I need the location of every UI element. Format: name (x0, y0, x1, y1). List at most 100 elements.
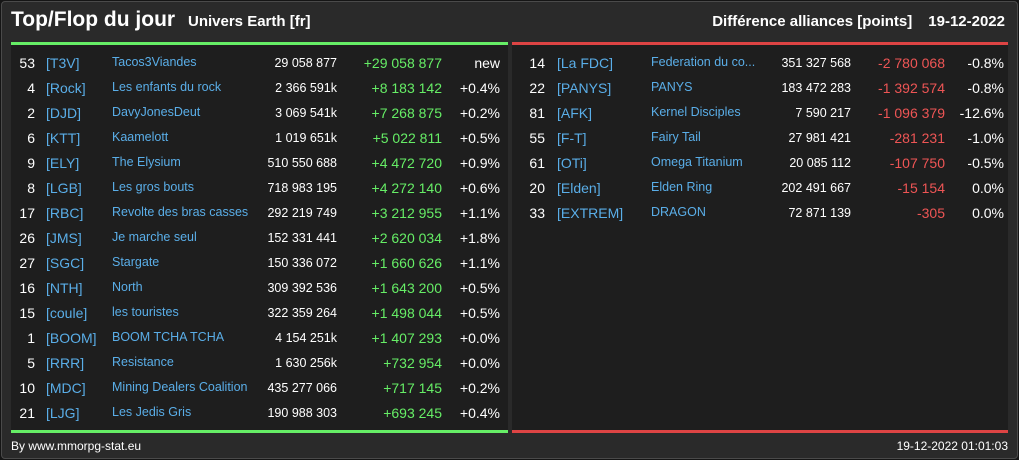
rank-cell: 53 (19, 55, 35, 71)
points-delta-cell: -305 (916, 205, 945, 221)
top-gainers-panel: 53 [T3V] Tacos3Viandes 29 058 877 +29 058 87… (11, 42, 508, 433)
percent-change-cell: -0.5% (967, 155, 1004, 171)
alliance-tag-link[interactable]: [KTT] (46, 130, 81, 146)
rank-cell: 10 (19, 380, 35, 396)
percent-change-cell: -0.8% (967, 80, 1004, 96)
percent-change-cell: +1.8% (459, 230, 500, 246)
alliance-tag-link[interactable]: [RRR] (46, 355, 85, 371)
alliance-row: 61 [OTi] Omega Titanium 20 085 112 -107 750-… (512, 151, 1008, 176)
alliance-tag-link[interactable]: [coule] (46, 305, 88, 321)
alliance-row: 17 [RBC] Revolte des bras casses 292 219 74… (11, 201, 508, 226)
rank-cell: 81 (529, 105, 545, 121)
points-delta-cell: +5 022 811 (372, 130, 442, 146)
top-losers-panel: 14 [La FDC] Federation du co... 351 327 568… (512, 42, 1008, 433)
alliance-tag-link[interactable]: [OTi] (557, 155, 587, 171)
percent-change-cell: +0.0% (459, 355, 500, 371)
alliance-row: 1 [BOOM] BOOM TCHA TCHA 4 154 251k +1 407 29… (11, 326, 508, 351)
alliance-tag-link[interactable]: [Rock] (46, 80, 86, 96)
total-points-cell: 322 359 264 (267, 306, 337, 320)
total-points-cell: 72 871 139 (788, 206, 851, 220)
universe-label: Univers Earth [fr] (188, 13, 311, 30)
percent-change-cell: +0.5% (459, 130, 500, 146)
alliance-row: 5 [RRR] Resistance 1 630 256k +732 954 +0.0% (11, 351, 508, 376)
total-points-cell: 2 366 591k (275, 81, 337, 95)
percent-change-cell: +0.9% (459, 155, 500, 171)
points-delta-cell: +1 407 293 (371, 330, 442, 346)
total-points-cell: 150 336 072 (267, 256, 337, 270)
total-points-cell: 29 058 877 (274, 56, 337, 70)
alliance-row: 9 [ELY] The Elysium 510 550 688 +4 472 720 +0… (11, 151, 508, 176)
alliance-row: 53 [T3V] Tacos3Viandes 29 058 877 +29 058 87… (11, 51, 508, 76)
alliance-tag-link[interactable]: [AFK] (557, 105, 593, 121)
rank-cell: 2 (27, 105, 35, 121)
alliance-tag-link[interactable]: [Elden] (557, 180, 601, 196)
alliance-tag-link[interactable]: [LGB] (46, 180, 82, 196)
percent-change-cell: +0.0% (459, 330, 500, 346)
alliance-tag-link[interactable]: [ELY] (46, 155, 80, 171)
alliance-row: 10 [MDC] Mining Dealers Coalition 435 277 0… (11, 376, 508, 401)
alliance-tag-link[interactable]: [JMS] (46, 230, 82, 246)
alliance-tag-link[interactable]: [SGC] (46, 255, 85, 271)
percent-change-cell: +0.5% (459, 280, 500, 296)
total-points-cell: 190 988 303 (267, 406, 337, 420)
points-delta-cell: -281 231 (889, 130, 945, 146)
alliance-tag-link[interactable]: [MDC] (46, 380, 86, 396)
points-delta-cell: +1 498 044 (371, 305, 442, 321)
rank-cell: 33 (529, 205, 545, 221)
rank-cell: 26 (19, 230, 35, 246)
total-points-cell: 20 085 112 (789, 156, 851, 170)
total-points-cell: 3 069 541k (275, 106, 337, 120)
alliance-tag-link[interactable]: [F-T] (557, 130, 587, 146)
total-points-cell: 27 981 421 (788, 131, 851, 145)
points-delta-cell: +1 643 200 (371, 280, 442, 296)
header-date: 19-12-2022 (928, 13, 1005, 30)
total-points-cell: 435 277 066 (267, 381, 337, 395)
rank-cell: 22 (529, 80, 545, 96)
alliance-row: 2 [DJD] DavyJonesDeut 3 069 541k +7 268 875 +… (11, 101, 508, 126)
alliance-row: 22 [PANYS] PANYS 183 472 283 -1 392 574 -0.8% (512, 76, 1008, 101)
alliance-tag-link[interactable]: [T3V] (46, 55, 80, 71)
alliance-tag-link[interactable]: [LJG] (46, 405, 80, 421)
rank-cell: 20 (529, 180, 545, 196)
rank-cell: 16 (19, 280, 35, 296)
alliance-tag-link[interactable]: [PANYS] (557, 80, 612, 96)
percent-change-cell: +0.5% (459, 305, 500, 321)
percent-change-cell: 0.0% (972, 180, 1004, 196)
points-delta-cell: +29 058 877 (363, 55, 442, 71)
footer-timestamp: 19-12-2022 01:01:03 (896, 439, 1008, 453)
total-points-cell: 7 590 217 (795, 106, 851, 120)
alliance-row: 8 [LGB] Les gros bouts 718 983 195 +4 272 14… (11, 176, 508, 201)
alliance-row: 16 [NTH] North 309 392 536 +1 643 200 +0.5% (11, 276, 508, 301)
percent-change-cell: new (474, 55, 500, 71)
total-points-cell: 183 472 283 (781, 81, 851, 95)
alliance-tag-link[interactable]: [DJD] (46, 105, 81, 121)
percent-change-cell: +0.4% (459, 80, 500, 96)
alliance-row: 4 [Rock] Les enfants du rock 2 366 591k +8 1… (11, 76, 508, 101)
alliance-tag-link[interactable]: [NTH] (46, 280, 83, 296)
rank-cell: 9 (27, 155, 35, 171)
total-points-cell: 292 219 749 (267, 206, 337, 220)
header-right: Différence alliances [points] 19-12-2022 (712, 13, 1005, 30)
total-points-cell: 510 550 688 (267, 156, 337, 170)
alliance-tag-link[interactable]: [BOOM] (46, 330, 97, 346)
alliance-tag-link[interactable]: [La FDC] (557, 55, 614, 71)
total-points-cell: 1 019 651k (275, 131, 337, 145)
rank-cell: 5 (27, 355, 35, 371)
alliance-tag-link[interactable]: [RBC] (46, 205, 84, 221)
percent-change-cell: +0.6% (459, 180, 500, 196)
rank-cell: 6 (27, 130, 35, 146)
alliance-row: 26 [JMS] Je marche seul 152 331 441 +2 620 0… (11, 226, 508, 251)
alliance-row: 33 [EXTREM] DRAGON 72 871 139 -305 0.0% (512, 201, 1008, 226)
rank-cell: 55 (529, 130, 545, 146)
percent-change-cell: -12.6% (959, 105, 1004, 121)
points-delta-cell: -2 780 068 (878, 55, 945, 71)
points-delta-cell: +693 245 (383, 405, 442, 421)
rank-cell: 1 (27, 330, 35, 346)
points-delta-cell: +717 145 (383, 380, 442, 396)
alliance-tag-link[interactable]: [EXTREM] (557, 205, 624, 221)
rank-cell: 8 (27, 180, 35, 196)
rank-cell: 4 (27, 80, 35, 96)
percent-change-cell: +1.1% (459, 255, 500, 271)
source-credit: By www.mmorpg-stat.eu (11, 439, 142, 453)
